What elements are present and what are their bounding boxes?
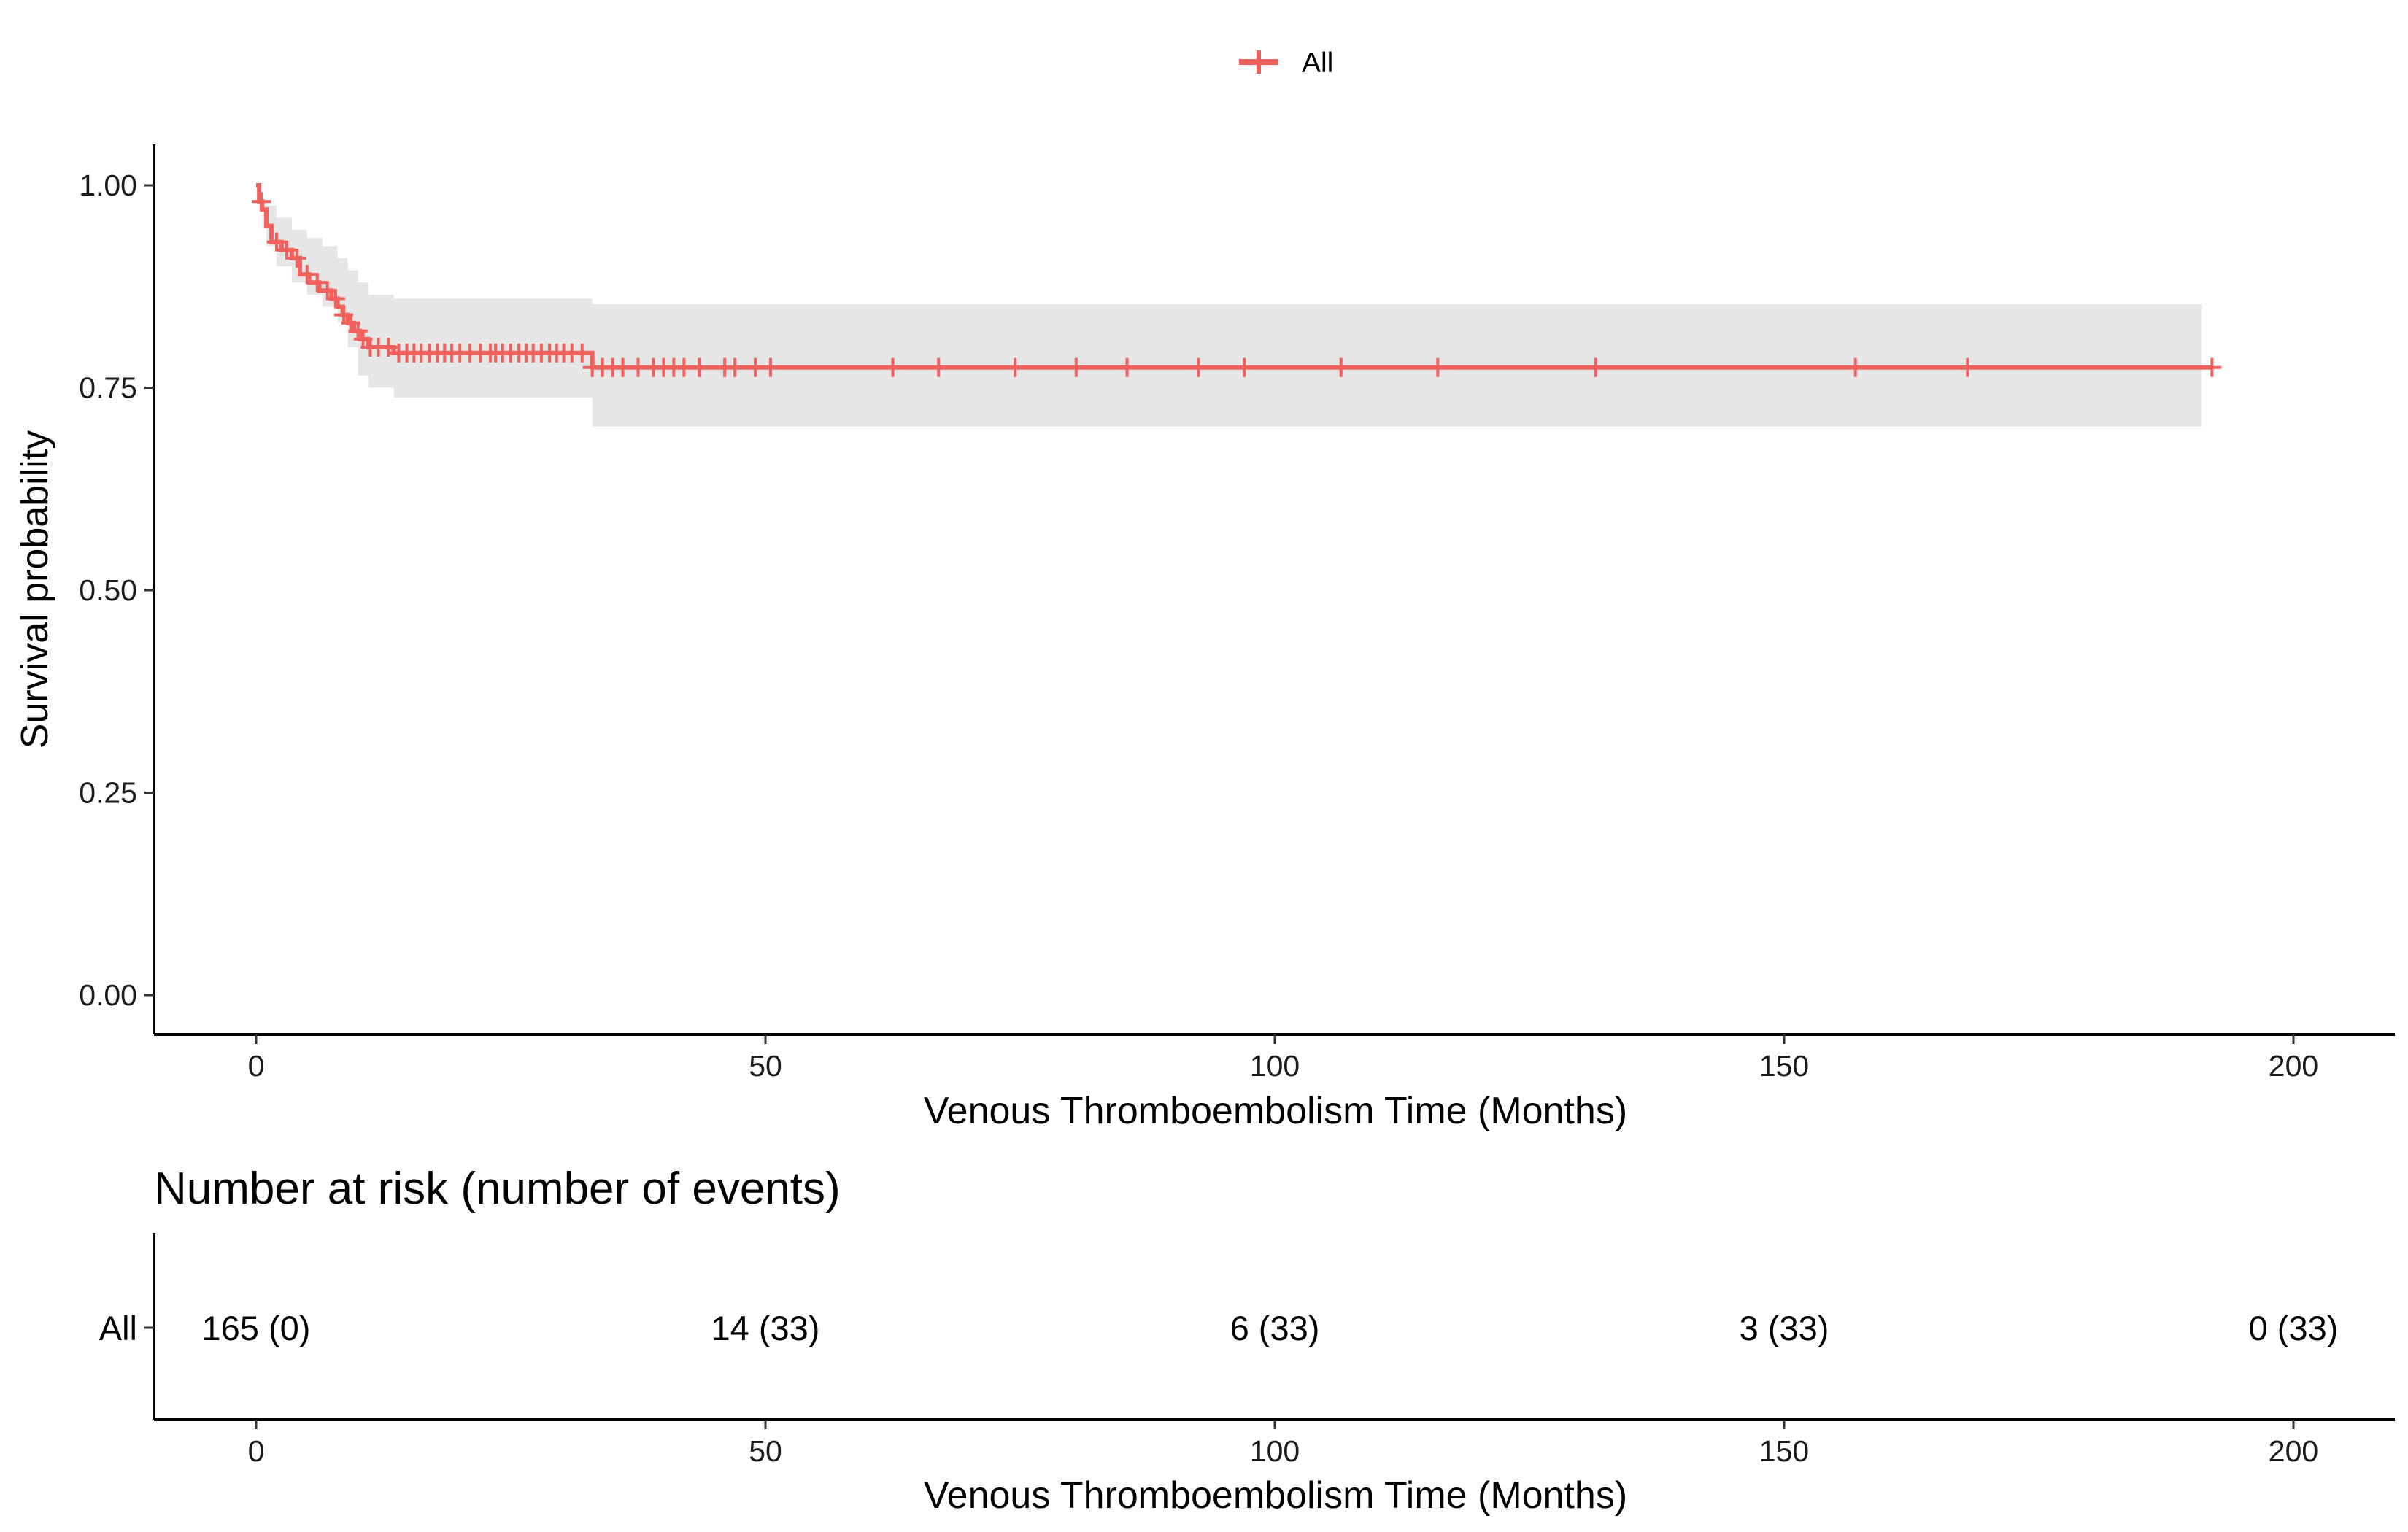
legend: All bbox=[1239, 47, 1333, 79]
y-tick-label: 1.00 bbox=[79, 169, 137, 202]
x-tick-label: 50 bbox=[749, 1049, 782, 1083]
confidence-band-layer bbox=[256, 185, 2202, 427]
x-tick-label: 150 bbox=[1759, 1434, 1809, 1468]
risk-value: 165 (0) bbox=[202, 1309, 311, 1347]
legend-label: All bbox=[1302, 47, 1333, 79]
risk-value: 3 (33) bbox=[1740, 1309, 1829, 1347]
x-tick-label: 0 bbox=[248, 1049, 265, 1083]
y-tick-label: 0.25 bbox=[79, 776, 137, 810]
risk-values: 165 (0) 14 (33) 6 (33) 3 (33) 0 (33) bbox=[202, 1309, 2339, 1347]
risk-x-axis-ticks: 0 50 100 150 200 bbox=[248, 1420, 2318, 1468]
x-axis-title: Venous Thromboembolism Time (Months) bbox=[924, 1090, 1627, 1132]
risk-table: Number at risk (number of events) All 16… bbox=[99, 1164, 2395, 1517]
y-tick-label: 0.00 bbox=[79, 978, 137, 1012]
x-tick-label: 0 bbox=[248, 1434, 265, 1468]
risk-value: 6 (33) bbox=[1230, 1309, 1320, 1347]
censor-marks-layer bbox=[251, 192, 2222, 377]
risk-value: 0 (33) bbox=[2249, 1309, 2339, 1347]
y-axis-title: Survival probability bbox=[14, 430, 56, 748]
x-tick-label: 200 bbox=[2269, 1434, 2318, 1468]
y-tick-label: 0.75 bbox=[79, 371, 137, 405]
risk-value: 14 (33) bbox=[711, 1309, 820, 1347]
x-tick-label: 100 bbox=[1250, 1434, 1300, 1468]
y-axis-ticks: 0.00 0.25 0.50 0.75 1.00 bbox=[79, 169, 154, 1012]
y-tick-label: 0.50 bbox=[79, 573, 137, 607]
risk-table-title: Number at risk (number of events) bbox=[154, 1164, 841, 1214]
x-tick-label: 150 bbox=[1759, 1049, 1809, 1083]
survival-plot: 0.00 0.25 0.50 0.75 1.00 0 50 100 150 200 Venous… bbox=[14, 144, 2395, 1132]
x-tick-label: 200 bbox=[2269, 1049, 2318, 1083]
risk-x-axis-title: Venous Thromboembolism Time (Months) bbox=[924, 1474, 1627, 1517]
risk-row-label: All bbox=[99, 1309, 137, 1347]
x-tick-label: 50 bbox=[749, 1434, 782, 1468]
x-axis-ticks: 0 50 100 150 200 bbox=[248, 1034, 2318, 1083]
confidence-band bbox=[256, 185, 2202, 427]
x-tick-label: 100 bbox=[1250, 1049, 1300, 1083]
